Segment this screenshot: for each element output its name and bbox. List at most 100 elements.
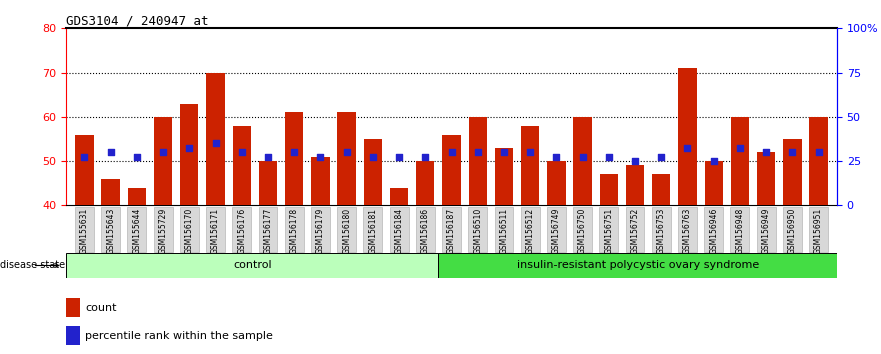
Point (104, 149, 118, 155)
Point (392, 154, 406, 159)
Point (339, 149, 353, 155)
FancyBboxPatch shape (416, 207, 434, 252)
Text: GDS3104 / 240947_at: GDS3104 / 240947_at (66, 14, 209, 27)
Bar (705, 161, 723, 205)
Point (785, 149, 799, 155)
Text: GSM156951: GSM156951 (814, 208, 823, 254)
Point (234, 149, 248, 155)
Text: GSM156946: GSM156946 (709, 208, 718, 254)
Point (287, 149, 301, 155)
Bar (416, 161, 434, 205)
Bar (66, 298, 80, 317)
Bar (337, 113, 356, 205)
Bar (259, 161, 278, 205)
Text: GSM155729: GSM155729 (159, 208, 167, 254)
Text: GSM156171: GSM156171 (211, 208, 220, 254)
Point (759, 149, 774, 155)
Bar (390, 188, 408, 205)
FancyBboxPatch shape (809, 207, 828, 252)
Point (261, 154, 275, 159)
Text: GSM156749: GSM156749 (552, 208, 561, 254)
FancyBboxPatch shape (389, 207, 409, 252)
Text: GSM156512: GSM156512 (526, 208, 535, 254)
FancyBboxPatch shape (66, 253, 439, 278)
Bar (678, 68, 697, 205)
FancyBboxPatch shape (678, 207, 697, 252)
Point (523, 149, 537, 155)
FancyBboxPatch shape (783, 207, 802, 252)
Bar (128, 188, 146, 205)
FancyBboxPatch shape (153, 207, 173, 252)
FancyBboxPatch shape (494, 207, 514, 252)
FancyBboxPatch shape (128, 207, 146, 252)
FancyBboxPatch shape (285, 207, 304, 252)
Point (602, 154, 616, 159)
Text: disease state: disease state (0, 261, 65, 270)
Point (418, 154, 433, 159)
FancyBboxPatch shape (258, 207, 278, 252)
Bar (75, 135, 93, 205)
Bar (101, 179, 120, 205)
Text: GSM156170: GSM156170 (185, 208, 194, 254)
Text: GSM156948: GSM156948 (736, 208, 744, 254)
FancyBboxPatch shape (442, 207, 461, 252)
Bar (311, 156, 329, 205)
Bar (783, 139, 802, 205)
FancyBboxPatch shape (652, 207, 670, 252)
Text: GSM156184: GSM156184 (395, 208, 403, 254)
Point (628, 158, 642, 164)
Text: insulin-resistant polycystic ovary syndrome: insulin-resistant polycystic ovary syndr… (516, 261, 759, 270)
Text: GSM156186: GSM156186 (421, 208, 430, 254)
Text: count: count (85, 303, 117, 313)
Text: GSM156753: GSM156753 (656, 208, 666, 254)
Bar (547, 161, 566, 205)
Bar (442, 135, 461, 205)
FancyBboxPatch shape (599, 207, 618, 252)
Point (130, 154, 144, 159)
Text: GSM156511: GSM156511 (500, 208, 508, 254)
Point (444, 149, 458, 155)
Bar (233, 126, 251, 205)
FancyBboxPatch shape (521, 207, 539, 252)
Point (209, 141, 223, 146)
Point (811, 149, 825, 155)
Point (733, 145, 747, 151)
Point (366, 154, 380, 159)
Text: GSM156181: GSM156181 (368, 208, 377, 254)
FancyBboxPatch shape (439, 253, 837, 278)
Bar (810, 117, 828, 205)
FancyBboxPatch shape (574, 207, 592, 252)
Bar (574, 117, 592, 205)
FancyBboxPatch shape (469, 207, 487, 252)
Bar (154, 117, 173, 205)
Bar (364, 139, 382, 205)
Text: GSM155643: GSM155643 (106, 208, 115, 254)
Text: GSM156510: GSM156510 (473, 208, 482, 254)
Point (707, 158, 721, 164)
FancyBboxPatch shape (311, 207, 329, 252)
Text: GSM156763: GSM156763 (683, 208, 692, 254)
Point (655, 154, 669, 159)
FancyBboxPatch shape (233, 207, 251, 252)
Text: GSM156180: GSM156180 (342, 208, 352, 254)
FancyBboxPatch shape (206, 207, 225, 252)
Point (182, 145, 196, 151)
Text: GSM156750: GSM156750 (578, 208, 587, 254)
Point (680, 145, 694, 151)
FancyBboxPatch shape (75, 207, 94, 252)
Point (156, 149, 170, 155)
Text: GSM156751: GSM156751 (604, 208, 613, 254)
Bar (206, 73, 225, 205)
Bar (495, 148, 513, 205)
FancyBboxPatch shape (101, 207, 120, 252)
Point (78, 154, 92, 159)
Bar (469, 117, 487, 205)
Bar (285, 113, 303, 205)
Text: GSM156176: GSM156176 (237, 208, 247, 254)
Text: GSM156950: GSM156950 (788, 208, 797, 254)
Point (497, 149, 511, 155)
Point (550, 154, 564, 159)
Bar (730, 117, 749, 205)
FancyBboxPatch shape (626, 207, 645, 252)
FancyBboxPatch shape (180, 207, 199, 252)
